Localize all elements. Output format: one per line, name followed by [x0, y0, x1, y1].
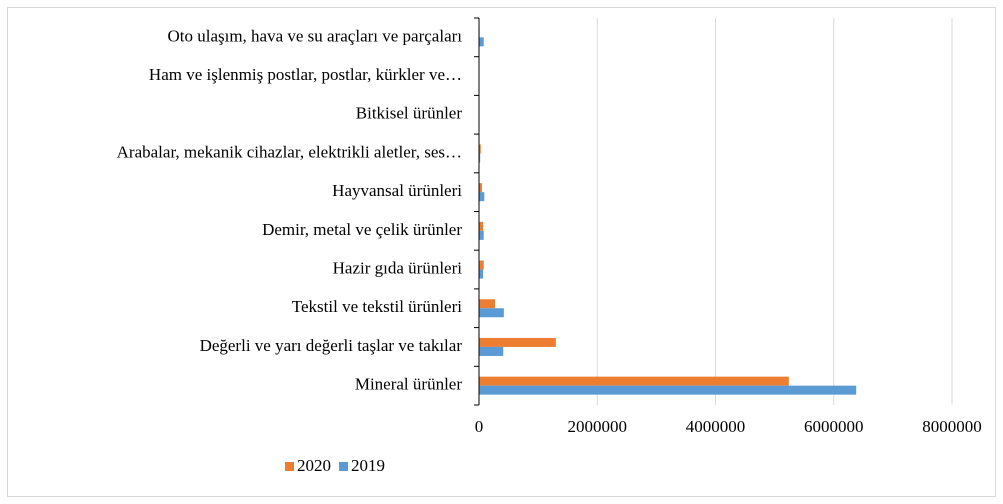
x-tick-label: 2000000	[568, 417, 628, 436]
bar	[479, 337, 556, 347]
bar	[479, 299, 495, 309]
y-tick-label: Ham ve işlenmiş postlar, postlar, kürkle…	[149, 65, 462, 84]
y-tick-label: Oto ulaşım, hava ve su araçları ve parça…	[167, 26, 462, 45]
bar	[479, 153, 481, 163]
x-tick-label: 8000000	[922, 417, 982, 436]
legend-swatch	[339, 462, 348, 471]
bar	[479, 192, 485, 202]
y-tick-label: Hazir gıda ürünleri	[333, 258, 463, 277]
bar	[479, 376, 789, 386]
y-tick-label: Bitkisel ürünler	[356, 104, 463, 123]
y-tick-label: Tekstil ve tekstil ürünleri	[292, 297, 462, 316]
bar	[479, 260, 484, 270]
y-tick-label: Mineral ürünler	[355, 375, 462, 394]
legend-label: 2020	[297, 456, 331, 475]
legend-label: 2019	[351, 456, 385, 475]
x-tick-label: 4000000	[686, 417, 746, 436]
bar	[479, 221, 484, 231]
bar	[479, 269, 484, 279]
x-tick-label: 0	[475, 417, 484, 436]
bar	[479, 385, 857, 395]
bar	[479, 144, 481, 154]
bar	[479, 346, 504, 356]
y-tick-label: Değerli ve yarı değerli taşlar ve takıla…	[200, 336, 463, 355]
y-tick-label: Hayvansal ürünleri	[332, 181, 462, 200]
chart-border	[7, 7, 996, 497]
y-tick-label: Demir, metal ve çelik ürünler	[262, 220, 462, 239]
bar	[479, 183, 482, 193]
bar	[479, 308, 504, 318]
y-tick-label: Arabalar, mekanik cihazlar, elektrikli a…	[117, 142, 462, 161]
bar	[479, 37, 484, 47]
legend-swatch	[285, 462, 294, 471]
bar	[479, 230, 484, 240]
x-tick-label: 6000000	[804, 417, 864, 436]
